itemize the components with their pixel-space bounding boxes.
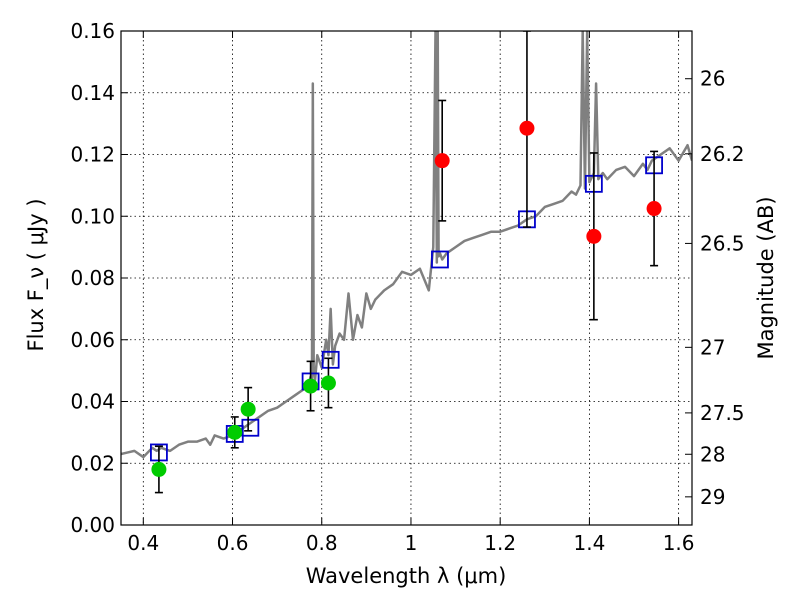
right-tick-label: 27 — [700, 335, 725, 359]
x-tick-label: 0.4 — [127, 531, 159, 555]
photometry-point — [586, 228, 602, 244]
right-tick-label: 26.5 — [700, 231, 745, 255]
right-axis-label: Magnitude (AB) — [754, 196, 778, 359]
x-tick-label: 1.2 — [484, 531, 516, 555]
model-band-square — [321, 350, 340, 369]
x-tick-label: 0.8 — [306, 531, 338, 555]
tick-layer: 0.4 0.6 0.8 1 1.2 1.4 1.6 0.00 0.02 0.04 0.06 0.08 0… — [70, 19, 744, 555]
y-axis-label: Flux F_ν ( μJy ) — [24, 198, 49, 351]
x-axis-label: Wavelength λ (μm) — [306, 564, 507, 588]
right-tick-label: 27.5 — [700, 401, 745, 425]
y-tick-label: 0.06 — [70, 328, 115, 352]
y-tick-label: 0.14 — [70, 81, 115, 105]
photometry-point — [646, 201, 662, 217]
right-tick-label: 26 — [700, 67, 725, 91]
grid-layer — [121, 30, 692, 526]
plot-layer — [121, 31, 692, 494]
y-tick-label: 0.00 — [70, 513, 115, 537]
x-tick-label: 1.4 — [573, 531, 605, 555]
y-tick-label: 0.10 — [70, 204, 115, 228]
photometry-point — [151, 461, 167, 477]
y-tick-label: 0.16 — [70, 19, 115, 43]
y-tick-label: 0.02 — [70, 451, 115, 475]
model-band-square — [431, 250, 449, 269]
right-tick-label: 28 — [700, 442, 725, 466]
photometry-point — [240, 401, 256, 417]
model-band-square — [241, 418, 260, 437]
right-tick-label: 26.2 — [700, 142, 745, 166]
x-tick-label: 1 — [405, 531, 418, 555]
y-tick-label: 0.12 — [70, 143, 115, 167]
photometry-point — [519, 120, 535, 136]
y-tick-label: 0.08 — [70, 266, 115, 290]
right-tick-label: 29 — [700, 485, 725, 509]
photometry-point — [320, 375, 336, 391]
x-tick-label: 0.6 — [217, 531, 249, 555]
y-tick-label: 0.04 — [70, 390, 115, 414]
photometry-point — [434, 153, 450, 169]
model-spectrum-line — [121, 31, 692, 459]
x-tick-label: 1.6 — [663, 531, 695, 555]
photometry-point — [303, 378, 319, 394]
photometry-point — [227, 424, 243, 440]
